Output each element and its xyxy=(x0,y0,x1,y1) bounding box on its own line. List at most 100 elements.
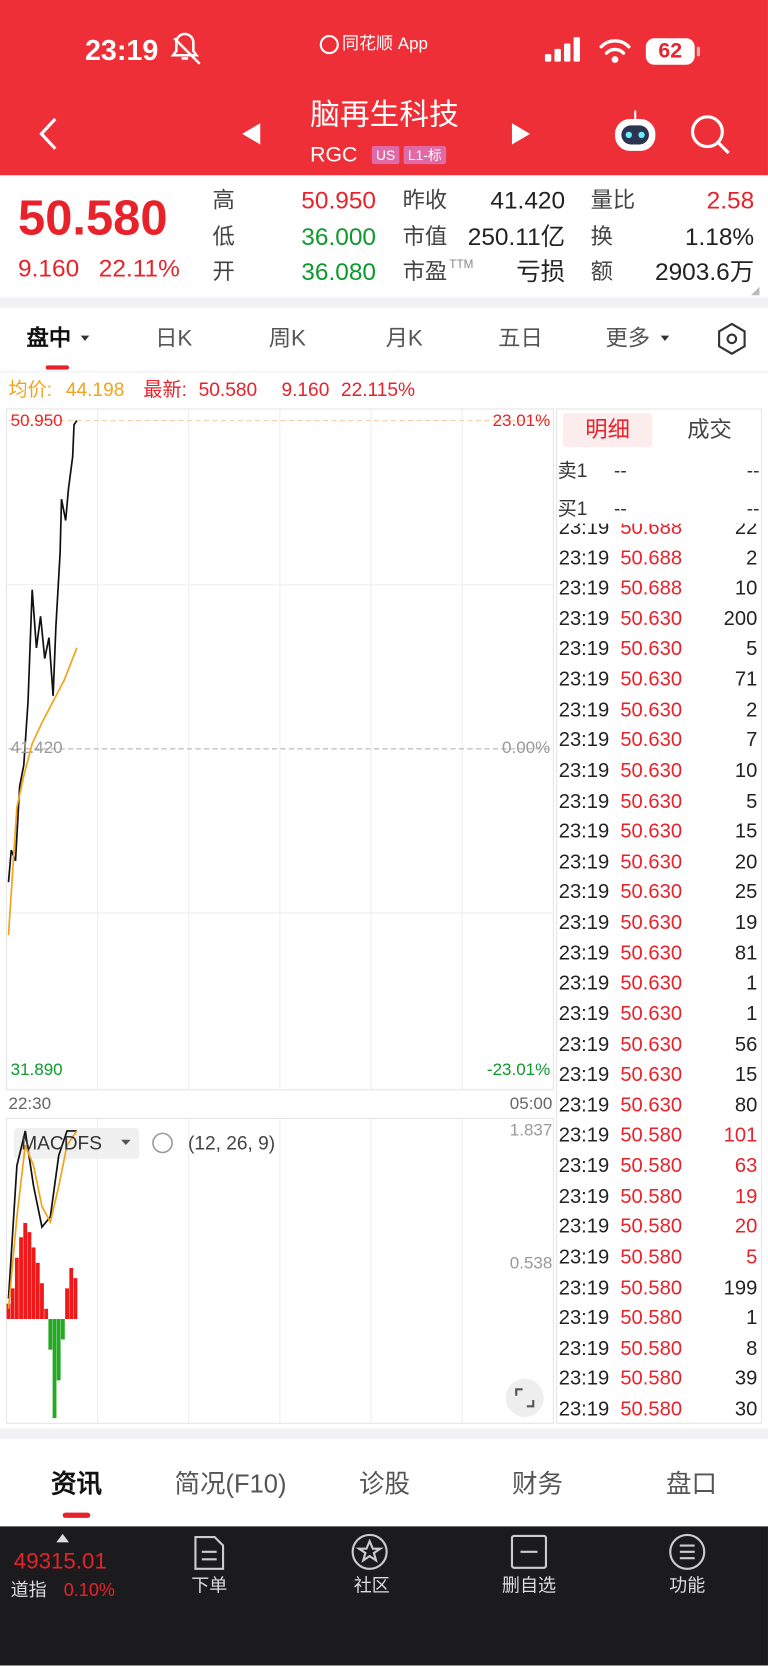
separator xyxy=(0,297,768,309)
nav-item[interactable]: 社区 xyxy=(353,1575,390,1596)
book-price: -- xyxy=(613,459,627,482)
macd-bar xyxy=(56,1319,61,1381)
trade-price: 50.630 xyxy=(620,607,683,631)
trade-price: 50.688 xyxy=(620,547,683,570)
trade-time: 23:19 xyxy=(558,759,610,783)
trade-time: 23:19 xyxy=(558,729,610,752)
y2-tick-label: 23.01% xyxy=(492,412,551,431)
nav-item[interactable]: 删自选 xyxy=(501,1575,557,1596)
trades-tab[interactable]: 明细 xyxy=(585,417,630,443)
book-price: -- xyxy=(613,498,627,520)
bottom-tab[interactable]: 诊股 xyxy=(359,1470,411,1499)
stat-label: 换 xyxy=(590,224,613,250)
stat-value: 36.000 xyxy=(301,222,377,251)
trade-price: 50.630 xyxy=(620,699,683,722)
info-change: 9.160 xyxy=(281,379,330,401)
trade-price: 50.630 xyxy=(620,972,683,996)
bottom-tab[interactable]: 财务 xyxy=(511,1470,563,1499)
book-volume: -- xyxy=(746,498,760,520)
y2-tick-label: -23.01% xyxy=(486,1061,551,1080)
trade-price: 50.580 xyxy=(620,1246,683,1269)
x-tick-label: 05:00 xyxy=(509,1095,553,1114)
trades-tab[interactable]: 成交 xyxy=(687,417,732,443)
macd-bar xyxy=(52,1319,57,1419)
stat-label: 额 xyxy=(590,259,613,285)
book-volume: -- xyxy=(746,459,760,482)
book-side: 卖1 xyxy=(557,459,588,482)
trade-time: 23:19 xyxy=(558,638,610,661)
trade-volume: 199 xyxy=(723,1276,758,1300)
trade-price: 50.630 xyxy=(620,638,683,661)
tab[interactable]: 更多 xyxy=(605,326,651,352)
macd-bar xyxy=(19,1237,23,1320)
info-avg-label: 均价: xyxy=(8,379,53,401)
stat-value: 亏损 xyxy=(516,257,566,286)
index-value[interactable]: 49315.01 xyxy=(13,1549,107,1574)
tab[interactable]: 月K xyxy=(385,326,423,352)
stat-label: 量比 xyxy=(590,188,636,213)
macd-bar xyxy=(27,1232,32,1320)
book-side: 买1 xyxy=(557,498,588,520)
trade-price: 50.630 xyxy=(620,1033,683,1056)
settings-button[interactable] xyxy=(718,322,746,355)
stock-code: RGC xyxy=(310,143,358,167)
trade-time: 23:19 xyxy=(558,577,610,600)
search-button[interactable] xyxy=(690,115,730,155)
robot-icon[interactable] xyxy=(615,110,656,151)
indicator-name[interactable]: MACDFS xyxy=(21,1132,102,1154)
trade-time: 23:19 xyxy=(558,1094,610,1117)
bottom-tab-underline xyxy=(62,1512,91,1518)
trade-time: 23:19 xyxy=(558,547,610,570)
macd-bar xyxy=(23,1222,28,1320)
series-line xyxy=(7,1130,77,1299)
nav-bg xyxy=(0,1526,768,1666)
nav-icons xyxy=(194,1533,706,1570)
nav-item[interactable]: 功能 xyxy=(669,1575,706,1596)
level-badge: L1-标 xyxy=(403,146,446,165)
bottom-tab[interactable]: 简况(F10) xyxy=(174,1470,287,1499)
y2-tick-label: 0.00% xyxy=(502,739,551,758)
trade-volume: 30 xyxy=(734,1398,758,1421)
trade-volume: 5 xyxy=(746,1246,758,1269)
trade-time: 23:19 xyxy=(558,1215,610,1239)
trade-time: 23:19 xyxy=(558,1307,610,1330)
info-last-label: 最新: xyxy=(143,379,187,401)
trade-volume: 56 xyxy=(734,1033,758,1056)
trade-time: 23:19 xyxy=(558,1398,610,1421)
index-name: 道指 xyxy=(10,1580,47,1601)
tab[interactable]: 盘中 xyxy=(26,326,72,352)
trade-time: 23:19 xyxy=(558,1337,610,1360)
prev-stock[interactable] xyxy=(242,123,261,145)
bottom-tab[interactable]: 盘口 xyxy=(665,1470,717,1499)
tab[interactable]: 周K xyxy=(268,326,306,352)
trade-volume: 80 xyxy=(734,1094,758,1117)
trade-price: 50.630 xyxy=(620,759,683,783)
trade-price: 50.580 xyxy=(620,1155,683,1178)
series-line xyxy=(7,420,78,883)
tab-underline xyxy=(45,365,70,370)
tab[interactable]: 五日 xyxy=(498,326,543,352)
help-icon[interactable] xyxy=(152,1132,173,1154)
macd-bar xyxy=(10,1288,15,1320)
trade-price: 50.580 xyxy=(620,1337,683,1360)
fullscreen-button[interactable] xyxy=(505,1378,544,1417)
indicator-select[interactable] xyxy=(13,1128,140,1159)
nav-item[interactable]: 下单 xyxy=(191,1575,228,1596)
next-stock[interactable] xyxy=(511,123,531,145)
trade-time: 23:19 xyxy=(558,911,610,935)
x-tick-label: 22:30 xyxy=(8,1095,52,1114)
back-button[interactable] xyxy=(39,117,57,150)
stat-label: 昨收 xyxy=(402,188,448,213)
trade-price: 50.688 xyxy=(620,577,683,600)
stat-label: 市值 xyxy=(402,224,448,250)
trade-time: 23:19 xyxy=(558,1003,610,1026)
trade-volume: 15 xyxy=(734,820,758,844)
tab[interactable]: 日K xyxy=(155,326,193,352)
bottom-tab[interactable]: 资讯 xyxy=(50,1470,102,1499)
trade-volume: 22 xyxy=(734,523,758,540)
macd-bar xyxy=(14,1257,19,1320)
trade-price: 50.630 xyxy=(620,881,683,904)
trade-time: 23:19 xyxy=(558,1185,610,1208)
trade-volume: 20 xyxy=(734,851,758,874)
